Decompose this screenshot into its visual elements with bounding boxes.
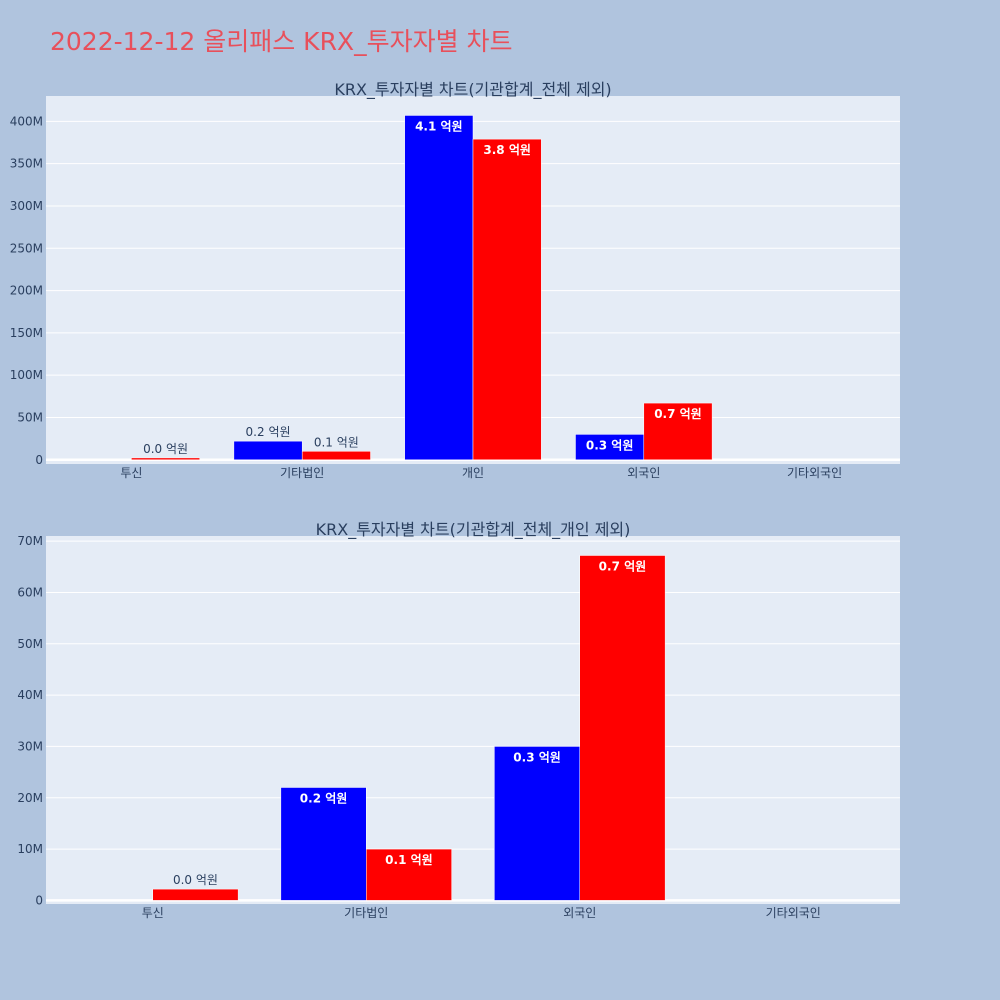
y-tick-label: 60M — [17, 585, 43, 599]
chart-2: 0 10M 20M 30M 40M 50M 60M 70M KRX_투자자별 차트(기관합계_전… — [17, 520, 900, 920]
x-tick-label: 기타법인 — [344, 906, 388, 920]
page-title: 2022-12-12 올리패스 KRX_투자자별 차트 — [50, 27, 513, 56]
chart-1: 0 50M 100M 150M 200M 250M 300M 350M 400M KRX_투자자별… — [10, 80, 900, 480]
bar — [301, 451, 371, 461]
bar — [404, 115, 474, 461]
y-tick-label: 50M — [17, 637, 43, 651]
bar — [131, 457, 200, 461]
data-label: 0.7 억원 — [654, 407, 702, 421]
x-tick-label: 외국인 — [563, 906, 596, 920]
y-tick-label: 0 — [35, 893, 43, 907]
data-label: 3.8 억원 — [483, 143, 531, 157]
data-label: 0.3 억원 — [513, 750, 561, 764]
x-tick-label: 투신 — [142, 906, 164, 920]
data-label: 0.7 억원 — [599, 560, 647, 574]
bar — [472, 138, 542, 461]
y-tick-label: 200M — [10, 284, 43, 298]
data-label: 0.3 억원 — [586, 438, 634, 452]
data-label: 0.2 억원 — [246, 425, 291, 439]
x-tick-label: 외국인 — [627, 466, 660, 480]
y-tick-label: 350M — [10, 157, 43, 171]
y-tick-label: 30M — [17, 739, 43, 753]
plot-area — [46, 536, 900, 904]
data-label: 0.0 억원 — [143, 442, 188, 456]
y-tick-label: 70M — [17, 534, 43, 548]
bar — [494, 746, 581, 901]
y-tick-label: 400M — [10, 114, 43, 128]
y-tick-label: 20M — [17, 791, 43, 805]
y-tick-label: 40M — [17, 688, 43, 702]
y-tick-label: 100M — [10, 368, 43, 382]
x-tick-label: 기타외국인 — [766, 906, 821, 920]
bar — [233, 440, 303, 461]
data-label: 0.0 억원 — [173, 873, 218, 887]
y-tick-label: 0 — [35, 453, 43, 467]
bar — [366, 848, 452, 901]
x-tick-label: 기타법인 — [280, 466, 324, 480]
data-label: 0.1 억원 — [314, 435, 359, 449]
bar — [579, 555, 666, 901]
bar — [280, 787, 367, 901]
x-tick-label: 기타외국인 — [787, 466, 842, 480]
bar — [575, 434, 645, 461]
y-tick-label: 300M — [10, 199, 43, 213]
bar — [643, 402, 713, 461]
data-label: 4.1 억원 — [415, 119, 463, 133]
y-tick-label: 250M — [10, 241, 43, 255]
y-tick-label: 10M — [17, 842, 43, 856]
subplot-title: KRX_투자자별 차트(기관합계_전체 제외) — [334, 80, 611, 100]
bar — [152, 888, 239, 901]
subplot-title: KRX_투자자별 차트(기관합계_전체_개인 제외) — [316, 520, 631, 540]
y-tick-label: 50M — [17, 410, 43, 424]
data-label: 0.2 억원 — [300, 791, 348, 805]
data-label: 0.1 억원 — [385, 853, 433, 867]
x-tick-label: 개인 — [462, 466, 484, 480]
x-tick-label: 투신 — [120, 466, 142, 480]
y-tick-label: 150M — [10, 326, 43, 340]
